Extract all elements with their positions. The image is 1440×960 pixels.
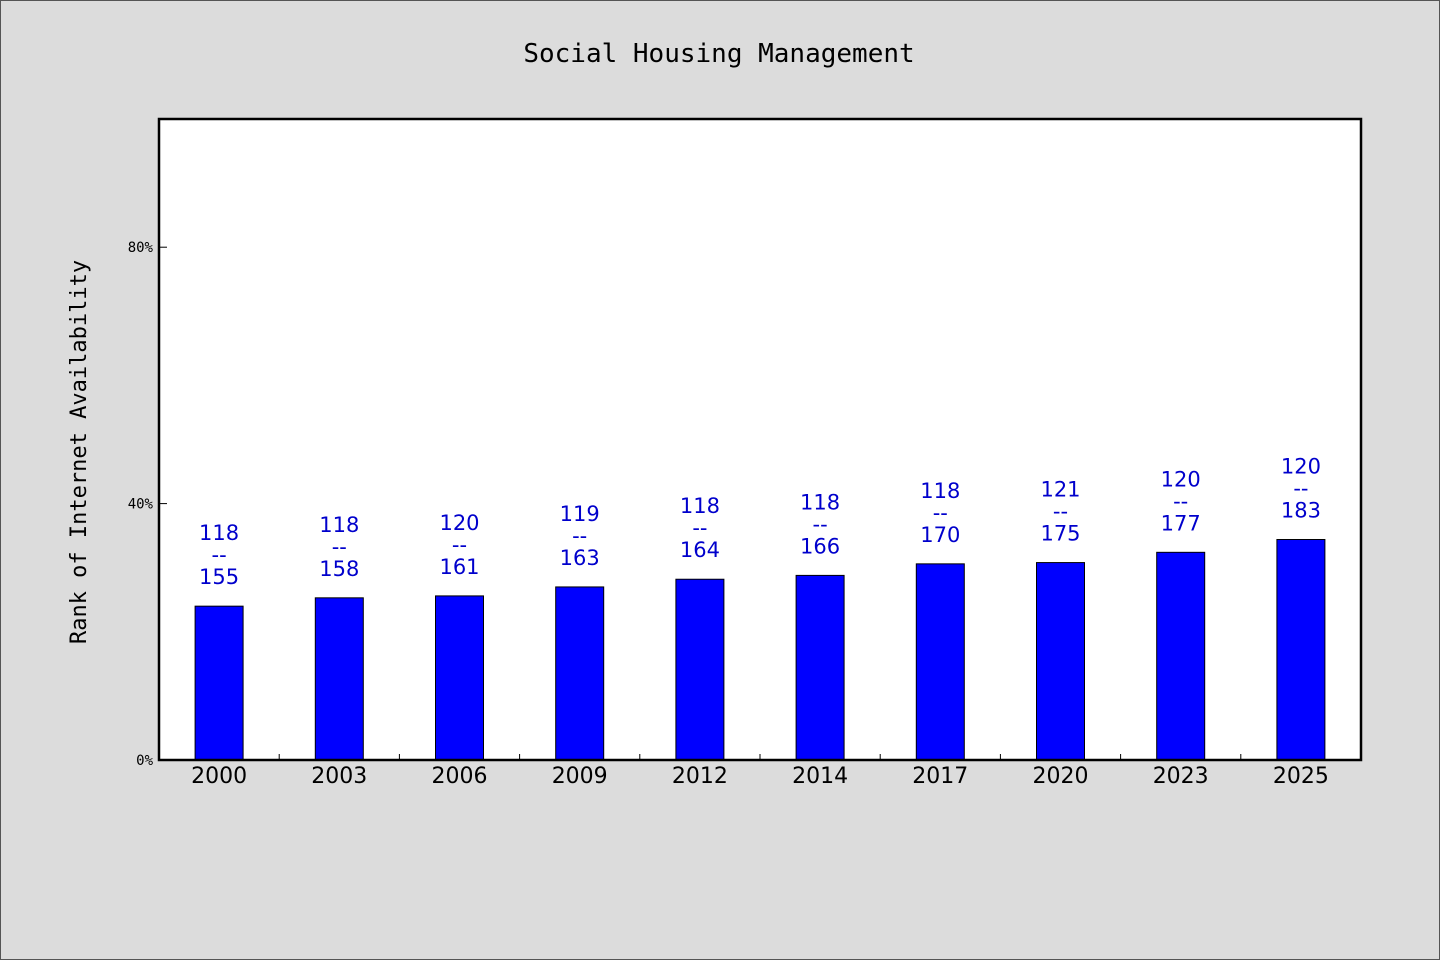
data-label-sep-2025: -- <box>1293 476 1308 500</box>
bar-2006 <box>435 595 484 761</box>
data-label-bottom-2003: 158 <box>319 557 359 581</box>
data-label-sep-2009: -- <box>572 524 587 548</box>
data-label-top-2006: 120 <box>439 511 479 535</box>
chart-title: Social Housing Management <box>523 39 914 69</box>
data-label-bottom-2014: 166 <box>800 534 840 558</box>
data-label-sep-2003: -- <box>332 535 347 559</box>
x-tick-label-2009: 2009 <box>552 764 608 789</box>
bar-2020 <box>1036 562 1085 761</box>
data-label-bottom-2020: 175 <box>1040 522 1080 546</box>
data-label-top-2023: 120 <box>1161 467 1201 491</box>
data-label-sep-2017: -- <box>933 501 948 525</box>
data-label-bottom-2012: 164 <box>680 538 720 562</box>
x-tick-label-2012: 2012 <box>672 764 728 789</box>
x-tick-label-2003: 2003 <box>311 764 367 789</box>
bar-2014 <box>795 574 845 761</box>
bar-2017 <box>915 563 965 761</box>
data-label-sep-2023: -- <box>1173 489 1188 513</box>
data-label-bottom-2017: 170 <box>920 523 960 547</box>
x-tick-label-2025: 2025 <box>1273 764 1329 789</box>
y-axis-ticks: 0% 40% 80% <box>128 240 167 769</box>
data-label-top-2014: 118 <box>800 490 840 514</box>
data-label-sep-2000: -- <box>212 543 227 567</box>
bar-2012 <box>675 578 725 761</box>
bar-2009 <box>555 586 605 761</box>
plot-frame <box>157 117 1363 762</box>
x-tick-label-2017: 2017 <box>912 764 968 789</box>
data-label-top-2009: 119 <box>560 502 600 526</box>
bar-2025 <box>1276 538 1326 761</box>
bar-2000 <box>194 605 244 761</box>
bar-2003 <box>314 597 364 761</box>
data-label-top-2020: 121 <box>1040 478 1080 502</box>
y-axis-label: Rank of Internet Availability <box>67 260 92 644</box>
y-tick-label: 0% <box>136 753 153 769</box>
data-label-sep-2014: -- <box>813 512 828 536</box>
x-tick-label-2023: 2023 <box>1153 764 1209 789</box>
data-labels-group: 118--155118--158120--161119--163118--164… <box>199 454 1321 589</box>
data-label-sep-2020: -- <box>1053 500 1068 524</box>
data-label-top-2012: 118 <box>680 494 720 518</box>
data-label-top-2003: 118 <box>319 513 359 537</box>
data-label-bottom-2009: 163 <box>560 546 600 570</box>
data-label-top-2017: 118 <box>920 479 960 503</box>
x-tick-label-2000: 2000 <box>191 764 247 789</box>
data-label-bottom-2025: 183 <box>1281 498 1321 522</box>
data-label-top-2000: 118 <box>199 521 239 545</box>
x-tick-label-2006: 2006 <box>432 764 488 789</box>
x-tick-label-2020: 2020 <box>1033 764 1089 789</box>
data-label-bottom-2006: 161 <box>439 555 479 579</box>
x-axis-labels: 2000 2003 2006 2009 2012 2014 2017 2020 2023 2025 <box>191 764 1329 789</box>
data-label-sep-2012: -- <box>692 516 707 540</box>
data-label-sep-2006: -- <box>452 533 467 557</box>
data-label-bottom-2023: 177 <box>1161 511 1201 535</box>
y-tick-label: 80% <box>128 240 154 256</box>
data-label-bottom-2000: 155 <box>199 565 239 589</box>
bar-2023 <box>1156 551 1206 761</box>
x-tick-label-2014: 2014 <box>792 764 848 789</box>
y-tick-label: 40% <box>128 497 154 513</box>
data-label-top-2025: 120 <box>1281 454 1321 478</box>
bars-group <box>194 538 1326 761</box>
